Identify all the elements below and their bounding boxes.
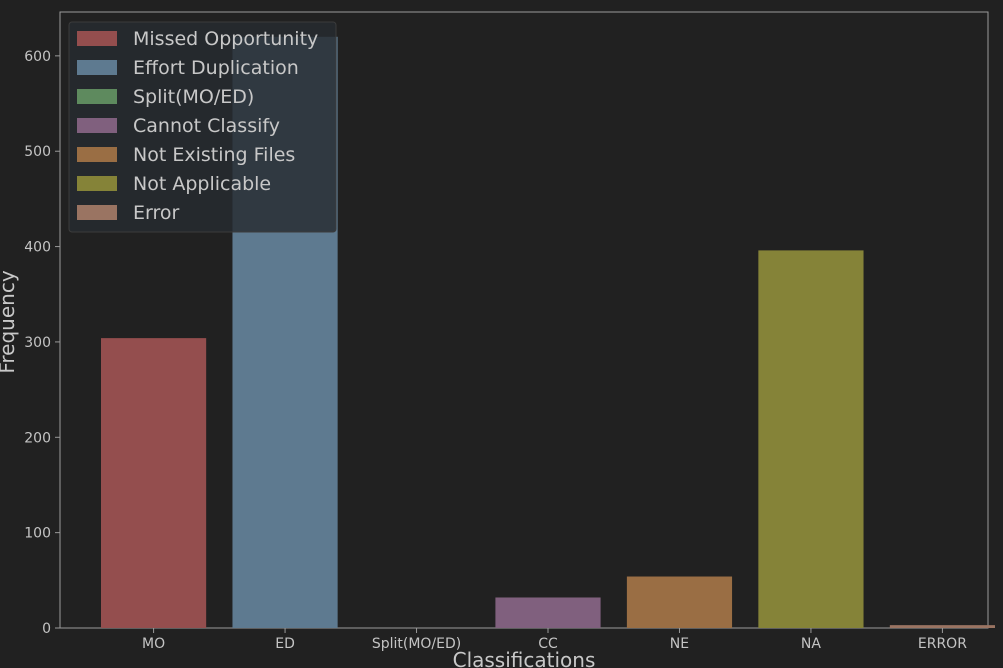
bars-group — [101, 36, 995, 629]
legend-swatch — [77, 89, 117, 104]
x-tick-label: Split(MO/ED) — [372, 636, 461, 652]
x-tick-label: NE — [670, 636, 689, 652]
bar-ne — [626, 576, 733, 628]
legend-label: Effort Duplication — [133, 57, 299, 79]
y-tick-label: 100 — [24, 526, 51, 542]
x-axis: MO ED Split(MO/ED) CC NE NA ERROR — [142, 628, 967, 652]
bar-cc — [495, 597, 601, 628]
legend-swatch — [77, 60, 117, 75]
y-axis-label: Frequency — [0, 270, 19, 373]
legend-swatch — [77, 147, 117, 162]
legend-label: Not Applicable — [133, 173, 271, 195]
legend-frame — [68, 21, 337, 233]
legend-label: Split(MO/ED) — [133, 86, 254, 108]
legend-swatch — [77, 118, 117, 133]
legend-label: Not Existing Files — [133, 144, 295, 166]
x-tick-label: ERROR — [918, 636, 967, 652]
legend-swatch — [77, 31, 117, 46]
x-tick-label: CC — [538, 636, 558, 652]
legend-label: Error — [133, 202, 180, 224]
legend-swatch — [77, 176, 117, 191]
x-tick-label: ED — [275, 636, 295, 652]
x-axis-label: Classifications — [453, 648, 596, 668]
bar-mo — [101, 338, 207, 628]
y-tick-label: 300 — [24, 335, 51, 351]
x-tick-label: MO — [142, 636, 165, 652]
y-tick-label: 200 — [24, 430, 51, 446]
y-axis: 0 100 200 300 400 500 600 — [24, 49, 60, 637]
y-tick-label: 600 — [24, 49, 51, 65]
bar-na — [758, 250, 864, 629]
y-tick-label: 400 — [24, 240, 51, 256]
bar-error — [889, 625, 995, 628]
y-tick-label: 500 — [24, 144, 51, 160]
legend-swatch — [77, 205, 117, 220]
legend-label: Cannot Classify — [133, 115, 280, 137]
y-tick-label: 0 — [42, 621, 51, 637]
legend: Missed Opportunity Effort Duplication Spli… — [68, 21, 337, 233]
legend-label: Missed Opportunity — [133, 28, 318, 50]
x-tick-label: NA — [801, 636, 821, 652]
